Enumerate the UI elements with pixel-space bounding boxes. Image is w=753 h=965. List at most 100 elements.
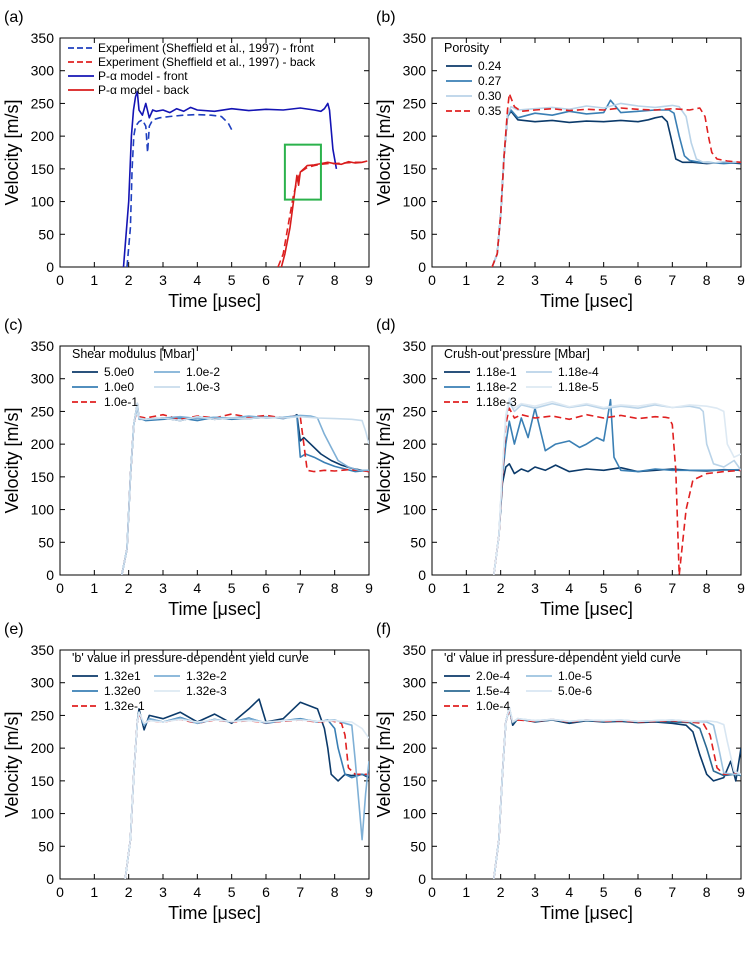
x-tick-label: 1 (90, 580, 98, 596)
y-tick-label: 150 (31, 773, 55, 789)
legend-label: 0.35 (478, 104, 502, 118)
y-axis-label: Velocity [m/s] (374, 407, 394, 513)
series-line-1 (493, 398, 741, 575)
y-tick-label: 250 (31, 95, 55, 111)
plot-frame (59, 345, 370, 576)
series-group (124, 698, 369, 879)
x-tick-label: 9 (737, 272, 745, 288)
x-axis-label: Time [μsec] (540, 291, 633, 311)
y-tick-label: 350 (31, 30, 55, 46)
panel-e: (e) 0 1 2 3 4 5 6 7 8 9 0 50 100 150 200 250 300 350 Time [… (2, 621, 373, 923)
series-line-3 (121, 405, 369, 575)
y-axis-label: Velocity [m/s] (2, 407, 22, 513)
x-tick-label: 7 (668, 580, 676, 596)
plot-frame (431, 37, 742, 268)
legend-label: 0.30 (478, 89, 502, 103)
legend-label: 1.18e-4 (558, 365, 599, 379)
y-tick-label: 50 (38, 838, 54, 854)
y-tick-label: 350 (403, 338, 427, 354)
legend: 'b' value in pressure-dependent yield cu… (72, 651, 309, 713)
legend-label: 2.0e-4 (476, 669, 510, 683)
series-group (122, 90, 368, 267)
x-axis-label: Time [μsec] (540, 599, 633, 619)
y-tick-label: 0 (46, 871, 54, 887)
legend-label: 5.0e0 (104, 365, 134, 379)
legend: Crush-out pressure [Mbar]1.18e-11.18e-21… (444, 347, 599, 409)
series-group (121, 402, 369, 575)
legend-label: 1.0e-5 (558, 669, 592, 683)
x-tick-label: 6 (634, 272, 642, 288)
x-axis-label: Time [μsec] (168, 599, 261, 619)
series-group (493, 397, 741, 575)
legend: 'd' value in pressure-dependent yield cu… (444, 651, 681, 713)
y-tick-label: 100 (403, 194, 427, 210)
y-tick-label: 0 (46, 259, 54, 275)
legend-label: 1.32e1 (104, 669, 141, 683)
x-tick-label: 8 (331, 580, 339, 596)
y-tick-label: 300 (31, 63, 55, 79)
legend-title: Porosity (444, 41, 490, 55)
y-tick-label: 250 (31, 707, 55, 723)
x-tick-label: 5 (600, 580, 608, 596)
panel-b: (b) 0 1 2 3 4 5 6 7 8 9 0 50 100 150 200 250 300 350 Time [… (374, 9, 745, 311)
series-line-0 (493, 463, 741, 575)
x-tick-label: 4 (565, 580, 573, 596)
x-tick-label: 4 (565, 272, 573, 288)
y-tick-label: 200 (403, 128, 427, 144)
x-tick-label: 7 (296, 580, 304, 596)
x-tick-label: 0 (428, 580, 436, 596)
legend-label: 1.32e-2 (186, 669, 227, 683)
y-tick-label: 300 (403, 371, 427, 387)
legend-label: 0.24 (478, 59, 502, 73)
legend-label: 0.27 (478, 74, 502, 88)
legend-label: Experiment (Sheffield et al., 1997) - fr… (98, 41, 315, 55)
x-tick-label: 4 (193, 884, 201, 900)
panel-label: (a) (4, 9, 24, 26)
x-axis-label: Time [μsec] (168, 291, 261, 311)
panel-label: (d) (376, 317, 396, 334)
x-tick-label: 6 (262, 272, 270, 288)
y-tick-label: 150 (403, 773, 427, 789)
x-tick-label: 9 (737, 884, 745, 900)
plot-frame (431, 345, 742, 576)
series-line-2 (493, 709, 741, 879)
panel-label: (f) (376, 621, 391, 638)
panel-label: (b) (376, 9, 396, 26)
series-line-3 (280, 160, 368, 267)
x-tick-label: 5 (228, 884, 236, 900)
legend-title: 'd' value in pressure-dependent yield cu… (444, 651, 681, 665)
legend-label: P-α model - back (98, 83, 190, 97)
x-tick-label: 8 (703, 272, 711, 288)
y-tick-label: 300 (403, 675, 427, 691)
plot-frame (59, 37, 370, 268)
series-line-2 (121, 407, 369, 575)
legend-label: Experiment (Sheffield et al., 1997) - ba… (98, 55, 316, 69)
x-tick-label: 2 (125, 884, 133, 900)
x-tick-label: 3 (159, 272, 167, 288)
series-line-2 (491, 102, 741, 267)
series-line-2 (493, 407, 741, 575)
y-tick-label: 200 (31, 740, 55, 756)
x-tick-label: 6 (634, 884, 642, 900)
y-tick-label: 250 (403, 403, 427, 419)
y-axis-label: Velocity [m/s] (374, 99, 394, 205)
x-tick-label: 3 (531, 884, 539, 900)
x-tick-label: 5 (600, 884, 608, 900)
series-line-3 (493, 706, 741, 879)
y-tick-label: 300 (31, 371, 55, 387)
x-tick-label: 6 (262, 580, 270, 596)
legend-label: P-α model - front (98, 69, 188, 83)
y-tick-label: 150 (31, 469, 55, 485)
x-tick-label: 8 (703, 884, 711, 900)
legend-label: 1.0e-3 (186, 380, 220, 394)
x-tick-label: 7 (296, 884, 304, 900)
legend-label: 1.32e-3 (186, 684, 227, 698)
legend-label: 1.32e0 (104, 684, 141, 698)
y-tick-label: 0 (418, 871, 426, 887)
x-tick-label: 2 (497, 580, 505, 596)
x-tick-label: 3 (159, 884, 167, 900)
series-line-4 (493, 397, 741, 575)
series-line-1 (493, 708, 741, 879)
series-line-2 (124, 713, 369, 879)
